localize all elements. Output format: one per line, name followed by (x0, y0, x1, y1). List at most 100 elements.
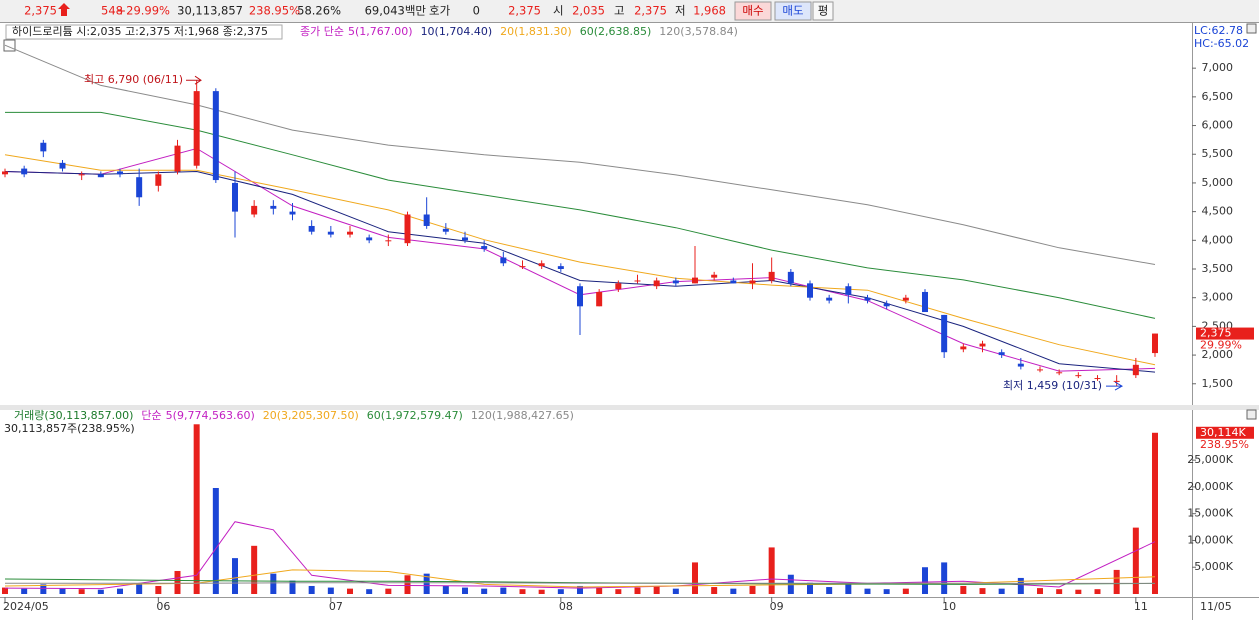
candle-body (136, 177, 143, 198)
sell-label[interactable]: 매도 (782, 4, 803, 18)
volume-bar (462, 587, 468, 594)
candle-body (1056, 372, 1063, 374)
volume-bar (212, 487, 219, 594)
avg-button[interactable] (812, 1, 834, 21)
buy-button[interactable] (734, 1, 772, 21)
volume-bar (998, 588, 1005, 594)
candle-body (672, 280, 679, 284)
indicator: LC:62.78 (1194, 24, 1243, 37)
candle-body (634, 280, 641, 282)
panel-button[interactable] (1246, 409, 1257, 420)
volume-bar (193, 424, 200, 594)
buy-label[interactable]: 매수 (742, 4, 763, 18)
x-tick-label: 08 (559, 600, 573, 613)
legend-entry: 60(1,972,579.47) (367, 409, 463, 422)
candle-body (730, 280, 737, 284)
volume-bar (577, 585, 583, 594)
candle-body (1152, 333, 1158, 354)
candle-body (308, 225, 315, 232)
y-tick-label: 4,500 (1202, 205, 1234, 218)
volume-bar (711, 587, 718, 594)
volume-bar (78, 589, 85, 594)
volume-bar (366, 589, 373, 594)
volume-bar (347, 588, 353, 594)
candle-body (59, 162, 66, 169)
volume-bar (59, 588, 66, 594)
candle-body (519, 266, 526, 268)
candle-body (174, 145, 181, 172)
low: 1,968 (693, 4, 726, 18)
y-tick-label: 4,000 (1202, 233, 1234, 246)
y-tick-label: 6,500 (1202, 90, 1234, 103)
price: 2,375 (24, 4, 57, 18)
candle-body (155, 174, 162, 186)
volume-box (1196, 426, 1254, 439)
y-tick-label: 3,000 (1202, 291, 1234, 304)
change: 548 (101, 4, 123, 18)
price-box (1196, 327, 1254, 340)
legend-prefix: 종가 단순 (300, 25, 344, 38)
candle-body (864, 297, 871, 301)
candle-body (596, 291, 603, 307)
candle-body (1017, 363, 1024, 367)
candle-body (1094, 378, 1101, 380)
candle-body (538, 263, 545, 267)
volume-bar (1017, 577, 1024, 594)
candle-body (366, 237, 373, 241)
x-tick-label: 06 (156, 600, 170, 613)
volume-bar (749, 585, 756, 594)
sell-button[interactable] (774, 1, 812, 21)
indicator: HC:-65.02 (1194, 37, 1249, 50)
up-arrow (58, 3, 70, 16)
volume-bar (596, 587, 603, 594)
x-tick-label: 2024/05 (3, 600, 49, 613)
annotation-arrow (186, 75, 202, 85)
candle-body (193, 91, 200, 166)
volume-bar (653, 585, 660, 594)
volume-bar (1094, 589, 1101, 594)
panel-button[interactable] (1246, 23, 1257, 34)
candle-body (270, 205, 277, 209)
volume-bar (1056, 589, 1063, 594)
candle-body (1037, 369, 1043, 371)
candle-body (960, 346, 967, 350)
quote-price: 2,375 (508, 4, 541, 18)
candle-body (289, 211, 296, 215)
volume-bar (2, 587, 8, 594)
volume-bar (768, 547, 775, 594)
change-rate: +29.99% (117, 4, 171, 18)
y-tick-label: 25,000K (1187, 453, 1233, 466)
volume-bar (672, 588, 679, 594)
volume-bar (557, 589, 564, 594)
candle-body (97, 174, 104, 178)
annotation: 최고 6,790 (06/11) (84, 73, 183, 86)
volume-bar (40, 584, 47, 594)
volume-bar (404, 575, 411, 594)
volume-bar (155, 585, 162, 594)
grid-icon[interactable] (3, 39, 16, 52)
toolbar-bg (0, 0, 1259, 22)
candle-body (442, 228, 449, 232)
candle-body (768, 271, 775, 281)
avg-label[interactable]: 평 (818, 4, 829, 18)
candle-body (845, 286, 852, 295)
volume-bar (730, 588, 737, 594)
ma-line (4, 154, 1156, 366)
volume-bar (308, 585, 315, 594)
ma-line (4, 521, 1156, 590)
legend-entry: 10(1,704.40) (421, 25, 493, 38)
volume-bar (883, 589, 890, 594)
volume-bar (97, 589, 104, 594)
volume-bar (481, 588, 488, 594)
volume-bar (174, 570, 181, 594)
candle-body (979, 343, 986, 347)
candle-body (615, 283, 622, 290)
annotation-arrow (1106, 381, 1124, 391)
open-label: 시 (553, 4, 564, 18)
candle-body (423, 214, 430, 226)
legend-prefix: 단순 (141, 409, 161, 422)
high-label: 고 (614, 4, 625, 18)
volume-bar (327, 587, 334, 594)
last-volume: 30,114K (1200, 426, 1246, 439)
